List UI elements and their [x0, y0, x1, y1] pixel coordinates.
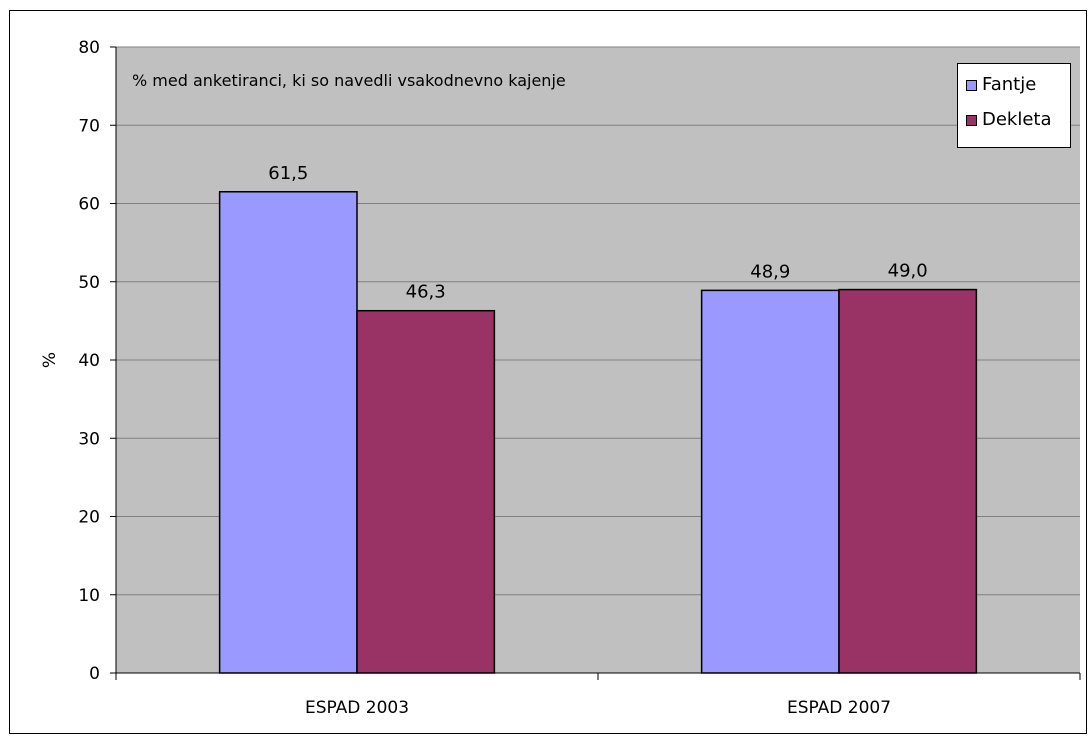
legend-label-dekleta: Dekleta [982, 109, 1052, 130]
y-tick-label: 0 [89, 664, 100, 684]
y-tick-label: 80 [78, 38, 100, 58]
data-label: 49,0 [888, 261, 928, 282]
axes [110, 46, 1081, 680]
y-tick-label: 10 [78, 586, 100, 606]
legend-swatch-fantje [966, 79, 977, 91]
x-tick-labels: ESPAD 2003 ESPAD 2007 [305, 698, 891, 718]
bar-dekleta-1 [356, 309, 496, 674]
x-tick-label: ESPAD 2003 [305, 698, 409, 718]
y-tick-labels: 0 10 20 30 40 50 60 70 80 [78, 38, 100, 684]
x-tick-label: ESPAD 2007 [787, 698, 891, 718]
data-label: 46,3 [406, 282, 446, 303]
legend-item-dekleta: Dekleta [966, 108, 1052, 132]
bar-fantje-2 [700, 289, 840, 674]
y-tick-label: 50 [78, 273, 100, 293]
legend: Fantje Dekleta [957, 63, 1071, 148]
y-tick-label: 20 [78, 508, 100, 528]
y-tick-label: 70 [78, 116, 100, 136]
data-label: 61,5 [268, 163, 308, 184]
bar-fantje-1 [218, 191, 358, 674]
legend-label-fantje: Fantje [982, 74, 1037, 95]
chart-annotation: % med anketiranci, ki so navedli vsakodn… [132, 71, 566, 90]
data-label: 48,9 [750, 261, 790, 282]
y-tick-label: 60 [78, 195, 100, 215]
y-axis-label: % [40, 352, 60, 368]
bars [218, 191, 978, 674]
legend-item-fantje: Fantje [966, 73, 1036, 97]
bar-dekleta-2 [838, 288, 978, 674]
legend-swatch-dekleta [966, 114, 977, 126]
y-tick-label: 40 [78, 351, 100, 371]
data-labels: 61,5 46,3 48,9 49,0 [268, 163, 927, 303]
y-tick-label: 30 [78, 429, 100, 449]
